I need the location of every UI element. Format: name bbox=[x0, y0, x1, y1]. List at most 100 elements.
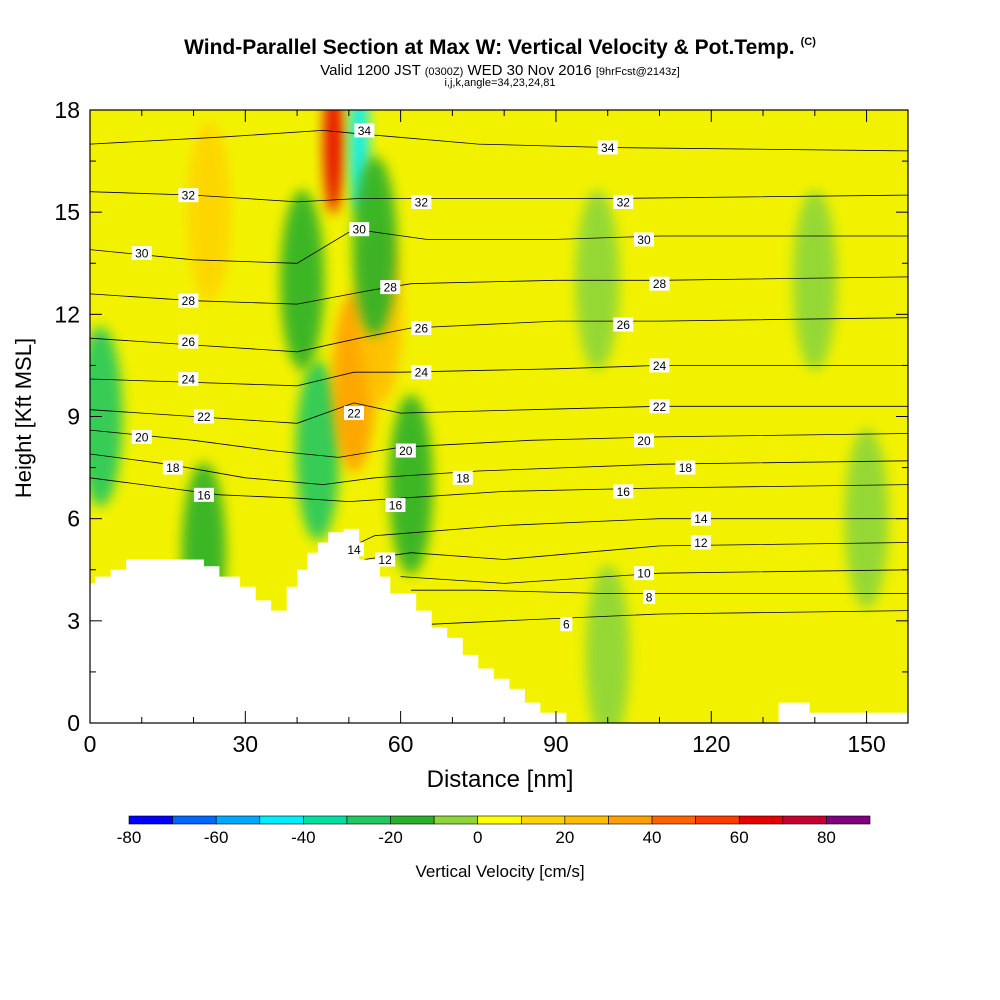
contour-label-28: 16 bbox=[613, 484, 634, 499]
contour-label-13: 26 bbox=[613, 317, 634, 332]
contour-label-2: 32 bbox=[178, 188, 199, 203]
contour-label-text: 28 bbox=[384, 281, 398, 295]
contour-label-bg bbox=[649, 276, 670, 291]
chart-title-text: Wind-Parallel Section at Max W: Vertical… bbox=[184, 36, 795, 59]
colorbar-bin-3 bbox=[259, 815, 304, 825]
w-cell-0 bbox=[90, 326, 123, 507]
x-axis: 0 30 60 90 120 150 bbox=[84, 110, 886, 757]
y-tick-label: 9 bbox=[67, 404, 80, 430]
contour-label-24: 18 bbox=[452, 470, 473, 485]
colorbar-bin-12 bbox=[651, 815, 696, 825]
contour-label-bg bbox=[411, 365, 432, 380]
w-cell-14 bbox=[792, 190, 837, 371]
contour-label-bg bbox=[395, 443, 416, 458]
isentrope-12 bbox=[364, 542, 908, 560]
contour-label-text: 24 bbox=[653, 359, 667, 373]
y-tick-label: 12 bbox=[54, 301, 80, 327]
contour-label-text: 6 bbox=[563, 618, 570, 632]
contour-label-bg bbox=[178, 188, 199, 203]
contour-label-text: 10 bbox=[637, 567, 651, 581]
contour-label-bg bbox=[633, 566, 654, 581]
contour-label-text: 32 bbox=[182, 189, 196, 203]
contour-label-26: 16 bbox=[193, 487, 214, 502]
contour-label-bg bbox=[597, 140, 618, 155]
x-tick-label: 150 bbox=[847, 731, 885, 757]
colorbar-bin-13 bbox=[695, 815, 740, 825]
contour-label-bg bbox=[690, 511, 711, 526]
isentrope-10 bbox=[400, 569, 908, 584]
colorbar-bin-10 bbox=[564, 815, 609, 825]
contour-label-text: 26 bbox=[182, 335, 196, 349]
colorbar-bin-16 bbox=[826, 815, 871, 825]
contour-label-20: 20 bbox=[131, 429, 152, 444]
contour-label-text: 16 bbox=[389, 499, 403, 513]
contour-label-bg bbox=[675, 460, 696, 475]
contour-label-bg bbox=[344, 542, 365, 557]
contour-label-19: 22 bbox=[649, 399, 670, 414]
contour-label-text: 20 bbox=[399, 444, 413, 458]
contour-label-bg bbox=[613, 194, 634, 209]
contour-label-text: 26 bbox=[415, 321, 429, 335]
contour-label-text: 32 bbox=[415, 195, 429, 209]
contour-label-bg bbox=[649, 399, 670, 414]
contour-label-bg bbox=[380, 280, 401, 295]
colorbar-bin-5 bbox=[346, 815, 391, 825]
w-cell-11 bbox=[585, 564, 630, 723]
colorbar-tick-label: 60 bbox=[730, 828, 749, 847]
contour-label-bg bbox=[649, 358, 670, 373]
contour-label-text: 14 bbox=[694, 512, 708, 526]
y-axis-label: Height [Kft MSL] bbox=[11, 337, 36, 499]
colorbar-bin-7 bbox=[433, 815, 479, 825]
contour-label-bg bbox=[452, 470, 473, 485]
contour-label-4: 32 bbox=[613, 194, 634, 209]
isentrope-8 bbox=[411, 589, 908, 594]
contour-label-text: 16 bbox=[617, 485, 631, 499]
w-cell-8 bbox=[352, 156, 397, 337]
contour-label-18: 22 bbox=[344, 406, 365, 421]
colorbar-tick-label: -40 bbox=[291, 828, 316, 847]
contour-label-35: 6 bbox=[560, 617, 573, 632]
contour-label-text: 12 bbox=[694, 536, 708, 550]
contour-label-10: 28 bbox=[649, 276, 670, 291]
contour-label-bg bbox=[349, 222, 370, 237]
colorbar-tick-label: 40 bbox=[643, 828, 662, 847]
contour-label-text: 26 bbox=[617, 318, 631, 332]
contour-label-bg bbox=[643, 589, 656, 604]
contour-label-bg bbox=[178, 334, 199, 349]
contour-label-33: 10 bbox=[633, 566, 654, 581]
contour-labels: 34 34 32 32 32 30 30 30 28 28 28 26 26 26 24 24 24 22 22 22… bbox=[131, 123, 711, 632]
contour-label-bg bbox=[633, 433, 654, 448]
contour-label-bg bbox=[131, 429, 152, 444]
contour-label-bg bbox=[344, 406, 365, 421]
isentrope-14 bbox=[338, 518, 908, 554]
contour-label-11: 26 bbox=[178, 334, 199, 349]
colorbar-bin-9 bbox=[520, 815, 566, 825]
chart-title: Wind-Parallel Section at Max W: Vertical… bbox=[0, 36, 1000, 60]
contour-label-23: 18 bbox=[162, 460, 183, 475]
contour-label-bg bbox=[193, 409, 214, 424]
colorbar-tick-label: -20 bbox=[378, 828, 403, 847]
contour-label-text: 18 bbox=[166, 461, 180, 475]
contour-label-bg bbox=[131, 246, 152, 261]
colorbar-bin-1 bbox=[172, 815, 217, 825]
x-tick-label: 30 bbox=[233, 731, 259, 757]
colorbar-tick-label: 80 bbox=[817, 828, 836, 847]
contour-label-32: 12 bbox=[690, 535, 711, 550]
contour-label-25: 18 bbox=[675, 460, 696, 475]
chart-subtitle: Valid 1200 JST (0300Z) WED 30 Nov 2016 [… bbox=[0, 62, 1000, 79]
contour-label-bg bbox=[560, 617, 573, 632]
contour-label-text: 34 bbox=[601, 141, 615, 155]
grid-indices: i,j,k,angle=34,23,24,81 bbox=[444, 77, 556, 89]
w-cell-3 bbox=[280, 190, 325, 371]
valid-zulu: (0300Z) bbox=[424, 66, 464, 78]
isentrope-24 bbox=[90, 365, 908, 387]
contour-label-bg bbox=[411, 320, 432, 335]
w-cell-9 bbox=[388, 394, 433, 575]
contour-label-text: 22 bbox=[653, 400, 667, 414]
contour-label-3: 32 bbox=[411, 194, 432, 209]
colorbar-bin-14 bbox=[738, 815, 784, 825]
colorbar-bin-8 bbox=[477, 815, 522, 825]
valid-prefix: Valid 1200 JST bbox=[320, 62, 421, 79]
contour-label-15: 24 bbox=[411, 365, 432, 380]
